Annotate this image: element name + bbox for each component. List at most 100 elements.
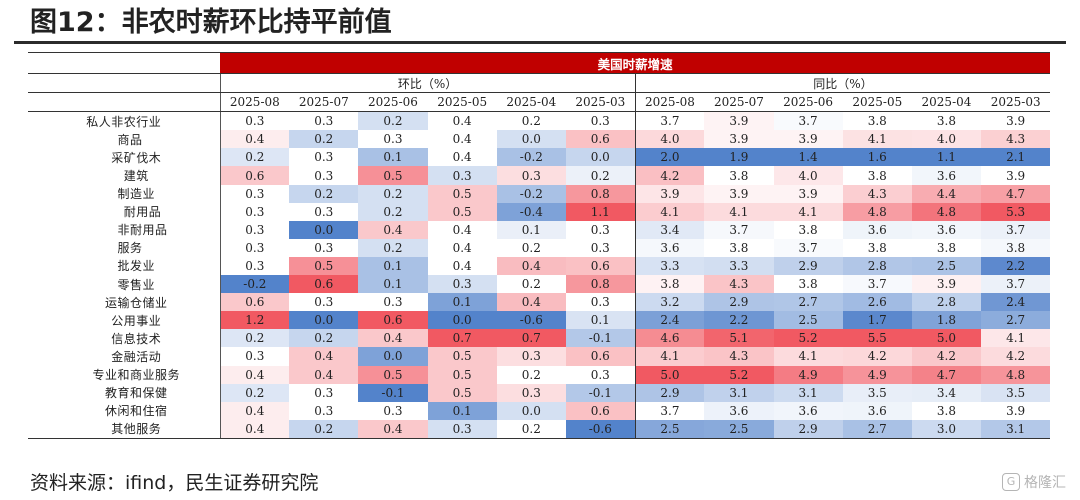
group-header-yoy: 同比（%） — [634, 73, 1051, 94]
mom-value-cell: 0.1 — [427, 293, 497, 312]
yoy-value-cell: 3.7 — [634, 401, 705, 420]
mom-value-cell: 0.1 — [358, 256, 428, 276]
yoy-value-cell: 2.7 — [981, 311, 1051, 330]
table-row: 金融活动 0.3 0.4 0.0 0.5 0.3 0.6 4.1 4.3 4.1 4.2 4.2 4.2 — [28, 347, 1051, 366]
table-row: 专业和商业服务 0.4 0.4 0.5 0.5 0.2 0.3 5.0 5.2 4.9 4.9 4.7… — [28, 365, 1051, 384]
row-label: 采矿伐木 — [86, 150, 162, 165]
mom-value-cell: 0.8 — [565, 275, 636, 294]
yoy-value-cell: 3.6 — [773, 401, 843, 420]
yoy-value-cell: 2.4 — [981, 293, 1051, 312]
mom-value-cell: 0.3 — [219, 347, 290, 366]
mom-value-cell: 0.0 — [289, 220, 359, 239]
mom-value-cell: 0.6 — [219, 293, 290, 312]
mom-value-cell: 0.4 — [219, 130, 290, 149]
yoy-value-cell: 4.3 — [842, 184, 912, 203]
yoy-value-cell: 3.8 — [704, 238, 774, 257]
yoy-value-cell: 4.8 — [981, 365, 1051, 384]
yoy-value-cell: 4.9 — [773, 365, 843, 384]
table-row: 公用事业 1.2 0.0 0.6 0.0 -0.6 0.1 2.4 2.2 2.5 1.7 1.8 2.… — [28, 311, 1051, 330]
yoy-value-cell: 3.9 — [981, 401, 1051, 420]
mom-value-cell: 0.3 — [289, 166, 359, 185]
yoy-value-cell: 3.7 — [981, 275, 1051, 294]
mom-value-cell: -0.1 — [358, 383, 428, 402]
mom-value-cell: 0.2 — [219, 148, 290, 167]
mom-value-cell: 0.1 — [427, 401, 497, 420]
yoy-value-cell: 3.9 — [773, 130, 843, 149]
yoy-value-cell: 4.2 — [842, 347, 912, 366]
mom-value-cell: -0.4 — [496, 202, 566, 221]
yoy-value-cell: 3.7 — [773, 238, 843, 257]
yoy-value-cell: 3.7 — [704, 220, 774, 239]
mom-value-cell: 0.6 — [219, 166, 290, 185]
yoy-value-cell: 2.9 — [773, 419, 843, 439]
mom-value-cell: 0.4 — [358, 419, 428, 439]
row-label: 私人非农行业 — [86, 114, 162, 129]
table-row: 运输仓储业 0.6 0.3 0.3 0.1 0.4 0.3 3.2 2.9 2.7 2.6 2.8 2.… — [28, 293, 1051, 312]
yoy-value-cell: 3.1 — [981, 419, 1051, 439]
yoy-value-cell: 2.4 — [634, 311, 705, 330]
wage-heatmap-table: 美国时薪增速 环比（%） 同比（%） 2025-08 2025-07 2025-… — [28, 52, 1051, 439]
mom-value-cell: 0.3 — [289, 202, 359, 221]
yoy-value-cell: 3.8 — [911, 238, 982, 257]
mom-value-cell: 0.2 — [358, 111, 428, 131]
mom-value-cell: 0.7 — [496, 329, 566, 348]
mom-value-cell: -0.2 — [219, 275, 290, 294]
mom-value-cell: 0.2 — [289, 130, 359, 149]
yoy-value-cell: 3.8 — [911, 401, 982, 420]
yoy-value-cell: 4.6 — [634, 329, 705, 348]
mom-value-cell: 0.3 — [219, 202, 290, 221]
yoy-value-cell: 3.0 — [911, 419, 982, 439]
yoy-value-cell: 3.4 — [911, 383, 982, 402]
mom-value-cell: 0.3 — [427, 419, 497, 439]
mom-value-cell: 0.0 — [289, 311, 359, 330]
column-header: 2025-08 — [219, 92, 290, 113]
yoy-value-cell: 3.3 — [634, 256, 705, 276]
yoy-value-cell: 3.9 — [981, 111, 1051, 131]
yoy-value-cell: 1.9 — [704, 148, 774, 167]
group-header-mom: 环比（%） — [219, 73, 636, 94]
column-header: 2025-06 — [773, 92, 843, 113]
mom-value-cell: 0.6 — [565, 130, 636, 149]
yoy-value-cell: 3.8 — [842, 166, 912, 185]
yoy-value-cell: 2.2 — [981, 256, 1051, 276]
yoy-value-cell: 3.8 — [773, 275, 843, 294]
date-spacer — [28, 92, 220, 113]
mom-value-cell: 0.8 — [565, 184, 636, 203]
yoy-value-cell: 3.6 — [842, 401, 912, 420]
mom-value-cell: -0.2 — [496, 148, 566, 167]
yoy-value-cell: 3.9 — [634, 184, 705, 203]
row-label: 教育和保健 — [79, 386, 168, 401]
mom-value-cell: 0.7 — [427, 329, 497, 348]
mom-value-cell: 0.4 — [427, 130, 497, 149]
table-row: 服务 0.3 0.3 0.2 0.4 0.2 0.3 3.6 3.8 3.7 3.8 3.8 3.8 — [28, 238, 1051, 257]
yoy-value-cell: 3.5 — [981, 383, 1051, 402]
mom-value-cell: 0.6 — [565, 347, 636, 366]
yoy-value-cell: 3.1 — [704, 383, 774, 402]
mom-value-cell: 0.4 — [358, 220, 428, 239]
yoy-value-cell: 4.1 — [773, 347, 843, 366]
watermark-logo-icon: G — [1002, 473, 1020, 491]
row-label: 商品 — [104, 132, 143, 147]
mom-value-cell: 0.4 — [427, 256, 497, 276]
yoy-value-cell: 5.0 — [911, 329, 982, 348]
mom-value-cell: 0.2 — [219, 383, 290, 402]
yoy-value-cell: 4.1 — [773, 202, 843, 221]
yoy-value-cell: 4.1 — [704, 202, 774, 221]
mom-value-cell: 0.2 — [496, 275, 566, 294]
yoy-value-cell: 4.3 — [981, 130, 1051, 149]
yoy-value-cell: 3.8 — [842, 111, 912, 131]
yoy-value-cell: 3.9 — [981, 166, 1051, 185]
yoy-value-cell: 2.9 — [773, 256, 843, 276]
yoy-value-cell: 3.8 — [704, 166, 774, 185]
yoy-value-cell: 5.0 — [634, 365, 705, 384]
yoy-value-cell: 2.5 — [911, 256, 982, 276]
yoy-value-cell: 3.3 — [704, 256, 774, 276]
table-row: 耐用品 0.3 0.3 0.2 0.5 -0.4 1.1 4.1 4.1 4.1 4.8 4.8 5.3 — [28, 202, 1051, 221]
title-divider — [14, 41, 1066, 44]
mom-value-cell: 0.5 — [427, 347, 497, 366]
mom-value-cell: 0.2 — [289, 329, 359, 348]
mom-value-cell: 0.3 — [427, 275, 497, 294]
table-row: 信息技术 0.2 0.2 0.4 0.7 0.7 -0.1 4.6 5.1 5.2 5.5 5.0 4.… — [28, 329, 1051, 348]
mom-value-cell: 1.2 — [219, 311, 290, 330]
mom-value-cell: 0.3 — [289, 293, 359, 312]
